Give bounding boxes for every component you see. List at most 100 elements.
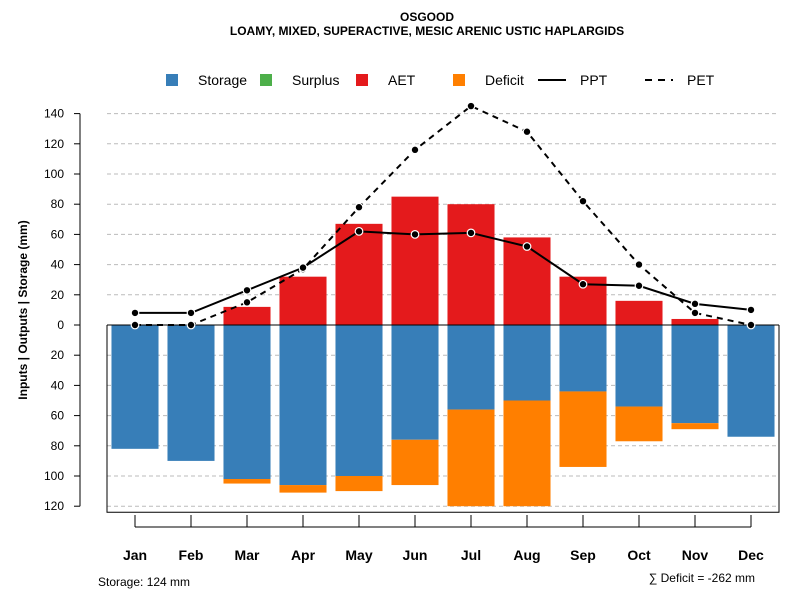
- ppt-point: [410, 229, 420, 239]
- x-tick-label: Jul: [461, 547, 481, 563]
- storage-bar: [335, 325, 383, 476]
- y-tick-label: 120: [44, 499, 64, 513]
- storage-note: Storage: 124 mm: [98, 575, 190, 589]
- pet-line: [135, 104, 752, 326]
- deficit-legend-swatch: [453, 74, 465, 86]
- chart-title: OSGOOD: [400, 10, 454, 24]
- aet-bar: [447, 204, 495, 325]
- deficit-bar: [671, 423, 719, 430]
- frame-lower: [106, 325, 780, 513]
- ppt-point: [690, 299, 700, 309]
- grid-lines: [107, 113, 779, 507]
- ppt-point: [634, 281, 644, 291]
- ppt-point: [130, 308, 140, 318]
- pet-point: [746, 320, 756, 330]
- pet-point: [354, 202, 364, 212]
- deficit-bar: [391, 439, 439, 486]
- surplus-legend-swatch: [260, 74, 272, 86]
- y-tick-label: 120: [44, 137, 64, 151]
- ppt-point: [466, 228, 476, 238]
- deficit-bar: [223, 479, 271, 484]
- ppt-point: [186, 308, 196, 318]
- aet-bar: [503, 237, 551, 325]
- x-axis: Jan Feb Mar Apr May Jun Jul Aug Sep Oct Nov Dec: [123, 515, 764, 563]
- chart-subtitle: LOAMY, MIXED, SUPERACTIVE, MESIC ARENIC …: [230, 24, 624, 38]
- y-tick-label: 60: [51, 227, 65, 241]
- y-tick-label: 140: [44, 107, 64, 121]
- aet-legend-label: AET: [388, 72, 416, 88]
- pet-point: [242, 297, 252, 307]
- x-tick-label: Oct: [627, 547, 651, 563]
- ppt-point: [298, 263, 308, 273]
- y-tick-label: 80: [51, 197, 65, 211]
- x-tick-label: Nov: [682, 547, 709, 563]
- y-tick-label: 40: [51, 258, 65, 272]
- pet-point: [130, 320, 140, 330]
- storage-bar: [559, 325, 607, 392]
- storage-bar: [167, 325, 215, 461]
- storage-bar: [671, 325, 719, 424]
- deficit-legend-label: Deficit: [485, 72, 524, 88]
- y-axis: 140 120 100 80 60 40 20 0 20 40 60 80 100 120: [44, 107, 81, 513]
- aet-legend-swatch: [356, 74, 368, 86]
- line-series: [130, 101, 756, 330]
- aet-bar: [671, 318, 719, 325]
- y-tick-label: 20: [51, 348, 65, 362]
- storage-bar: [223, 325, 271, 480]
- deficit-bar: [447, 409, 495, 507]
- ppt-line: [135, 230, 752, 314]
- plot-frame: [106, 324, 780, 513]
- storage-bar: [447, 325, 495, 410]
- pet-point: [522, 127, 532, 137]
- storage-bar: [503, 325, 551, 401]
- pet-point: [466, 101, 476, 111]
- pet-point: [578, 196, 588, 206]
- legend: Storage Surplus AET Deficit PPT PET: [166, 72, 715, 88]
- storage-bar: [615, 325, 663, 407]
- deficit-bar: [279, 485, 327, 493]
- pet-point: [410, 145, 420, 155]
- deficit-bar: [335, 476, 383, 492]
- deficit-bar: [615, 406, 663, 442]
- storage-legend-swatch: [166, 74, 178, 86]
- aet-bar: [223, 306, 271, 325]
- ppt-point: [522, 242, 532, 251]
- storage-bar: [391, 325, 439, 440]
- ppt-point: [354, 226, 364, 236]
- bar-group: [111, 196, 775, 507]
- storage-bar: [111, 325, 159, 449]
- y-axis-label: Inputs | Outputs | Storage (mm): [16, 220, 30, 399]
- aet-bar: [615, 300, 663, 325]
- aet-bar: [279, 276, 327, 325]
- deficit-bar: [559, 391, 607, 467]
- y-tick-label: 20: [51, 288, 65, 302]
- x-tick-label: Mar: [235, 547, 260, 563]
- pet-point: [690, 308, 700, 318]
- storage-bar: [279, 325, 327, 486]
- y-tick-label: 100: [44, 469, 64, 483]
- x-tick-label: Aug: [513, 547, 540, 563]
- x-tick-label: Jan: [123, 547, 147, 563]
- deficit-note: ∑ Deficit = -262 mm: [649, 571, 755, 585]
- y-tick-label: 60: [51, 409, 65, 423]
- x-tick-label: May: [345, 547, 372, 563]
- ppt-point: [746, 305, 756, 315]
- storage-bar: [727, 325, 775, 437]
- y-tick-label: 100: [44, 167, 64, 181]
- x-tick-label: Feb: [179, 547, 204, 563]
- deficit-bar: [503, 400, 551, 507]
- ppt-point: [578, 279, 588, 289]
- aet-bar: [391, 196, 439, 325]
- y-tick-label: 80: [51, 439, 65, 453]
- ppt-point: [242, 285, 252, 295]
- x-tick-label: Dec: [738, 547, 764, 563]
- y-tick-label: 40: [51, 378, 65, 392]
- y-tick-label: 0: [57, 318, 64, 332]
- ppt-legend-label: PPT: [580, 72, 608, 88]
- x-tick-label: Jun: [403, 547, 428, 563]
- surplus-legend-label: Surplus: [292, 72, 339, 88]
- pet-legend-label: PET: [687, 72, 715, 88]
- pet-point: [634, 260, 644, 270]
- aet-bar: [335, 223, 383, 325]
